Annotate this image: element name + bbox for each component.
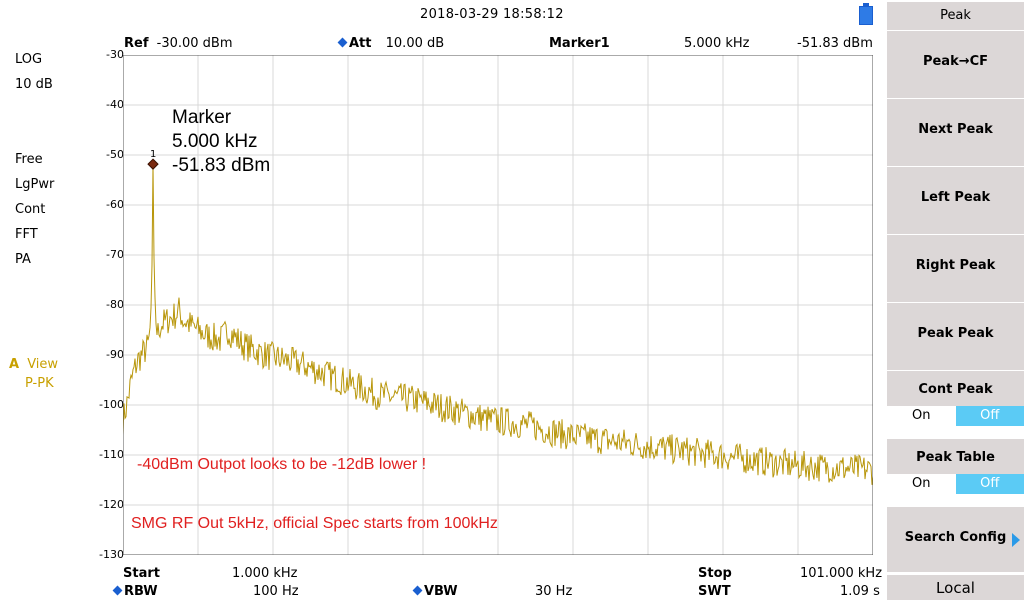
- y-tick-label: -80: [80, 298, 124, 311]
- trace-mode: P-PK: [25, 376, 54, 391]
- trigger-free: Free: [15, 152, 43, 167]
- y-tick-label: -60: [80, 198, 124, 211]
- scale-type: LOG: [15, 52, 42, 67]
- stop-label: Stop: [698, 566, 732, 581]
- preamp-pa: PA: [15, 252, 31, 267]
- status-bar: 2018-03-29 18:58:12: [0, 0, 884, 28]
- ref-value: -30.00 dBm: [157, 36, 233, 51]
- peak-peak-label: Peak Peak: [887, 326, 1024, 341]
- y-tick-label: -40: [80, 98, 124, 111]
- battery-icon: [859, 3, 873, 25]
- rbw-label: RBW: [124, 584, 158, 599]
- trace-view: View: [27, 357, 58, 372]
- vbw-value: 30 Hz: [535, 584, 572, 599]
- right-peak-button[interactable]: Right Peak: [887, 234, 1024, 302]
- attenuation: Att 10.00 dB: [339, 36, 444, 51]
- cont-peak-off[interactable]: Off: [956, 406, 1024, 426]
- y-tick-label: -90: [80, 348, 124, 361]
- vbw: VBW: [414, 584, 458, 599]
- rbw: RBW: [114, 584, 158, 599]
- marker-1: 1: [148, 149, 158, 169]
- swt-label: SWT: [698, 584, 731, 599]
- right-peak-label: Right Peak: [887, 258, 1024, 273]
- rbw-diamond-icon: [113, 586, 123, 596]
- rbw-value: 100 Hz: [253, 584, 299, 599]
- marker-number: 1: [150, 149, 156, 160]
- cont-peak-button[interactable]: Cont Peak On Off: [887, 370, 1024, 426]
- peak-to-cf-label: Peak→CF: [887, 54, 1024, 69]
- cont-peak-label: Cont Peak: [887, 382, 1024, 397]
- start-value: 1.000 kHz: [232, 566, 297, 581]
- cont-peak-toggle[interactable]: On Off: [887, 406, 1024, 426]
- start-label: Start: [123, 566, 160, 581]
- ref-level: Ref -30.00 dBm: [124, 36, 233, 51]
- sweep-fft: FFT: [15, 227, 38, 242]
- cont-peak-on[interactable]: On: [887, 406, 956, 426]
- marker-box-level: -51.83 dBm: [172, 154, 270, 178]
- next-peak-label: Next Peak: [887, 122, 1024, 137]
- peak-table-off[interactable]: Off: [956, 474, 1024, 494]
- marker-box-freq: 5.000 kHz: [172, 130, 270, 154]
- peak-table-toggle[interactable]: On Off: [887, 474, 1024, 494]
- vbw-label: VBW: [424, 584, 458, 599]
- peak-to-cf-button[interactable]: Peak→CF: [887, 30, 1024, 98]
- search-config-label: Search Config: [887, 530, 1024, 545]
- marker-freq-readout: 5.000 kHz: [684, 36, 749, 51]
- annotation-line-2: SMG RF Out 5kHz, official Spec starts fr…: [131, 515, 498, 533]
- detector-lgpwr: LgPwr: [15, 177, 54, 192]
- y-tick-label: -50: [80, 148, 124, 161]
- left-peak-label: Left Peak: [887, 190, 1024, 205]
- stop-value: 101.000 kHz: [800, 566, 882, 581]
- local-button[interactable]: Local: [887, 574, 1024, 600]
- marker-label: Marker1: [549, 36, 610, 51]
- chevron-right-icon: [1012, 533, 1020, 547]
- y-tick-label: -70: [80, 248, 124, 261]
- datetime: 2018-03-29 18:58:12: [420, 7, 564, 22]
- ref-label: Ref: [124, 36, 148, 51]
- swt-value: 1.09 s: [840, 584, 880, 599]
- peak-table-on[interactable]: On: [887, 474, 956, 494]
- y-tick-label: -120: [80, 498, 124, 511]
- y-tick-label: -110: [80, 448, 124, 461]
- trace-info: A View: [9, 357, 58, 372]
- att-diamond-icon: [338, 38, 348, 48]
- peak-peak-button[interactable]: Peak Peak: [887, 302, 1024, 370]
- annotation-line-1: -40dBm Outpot looks to be -12dB lower !: [137, 456, 426, 474]
- y-tick-label: -100: [80, 398, 124, 411]
- scale-div: 10 dB: [15, 77, 53, 92]
- peak-table-label: Peak Table: [887, 450, 1024, 465]
- softkey-panel: Peak Peak→CF Next Peak Left Peak Right P…: [884, 0, 1024, 600]
- next-peak-button[interactable]: Next Peak: [887, 98, 1024, 166]
- marker-level-readout: -51.83 dBm: [797, 36, 873, 51]
- softkey-menu-title: Peak: [887, 2, 1024, 30]
- y-tick-label: -30: [80, 48, 124, 61]
- trace-letter: A: [9, 357, 19, 372]
- peak-table-button[interactable]: Peak Table On Off: [887, 438, 1024, 494]
- vbw-diamond-icon: [413, 586, 423, 596]
- att-value: 10.00 dB: [386, 36, 445, 51]
- left-peak-button[interactable]: Left Peak: [887, 166, 1024, 234]
- marker-box-title: Marker: [172, 106, 270, 130]
- marker-diamond-icon: [148, 159, 158, 169]
- search-config-button[interactable]: Search Config: [887, 506, 1024, 572]
- att-label: Att: [349, 36, 372, 51]
- marker-box: Marker 5.000 kHz -51.83 dBm: [172, 106, 270, 178]
- sweep-cont: Cont: [15, 202, 45, 217]
- y-tick-label: -130: [80, 548, 124, 561]
